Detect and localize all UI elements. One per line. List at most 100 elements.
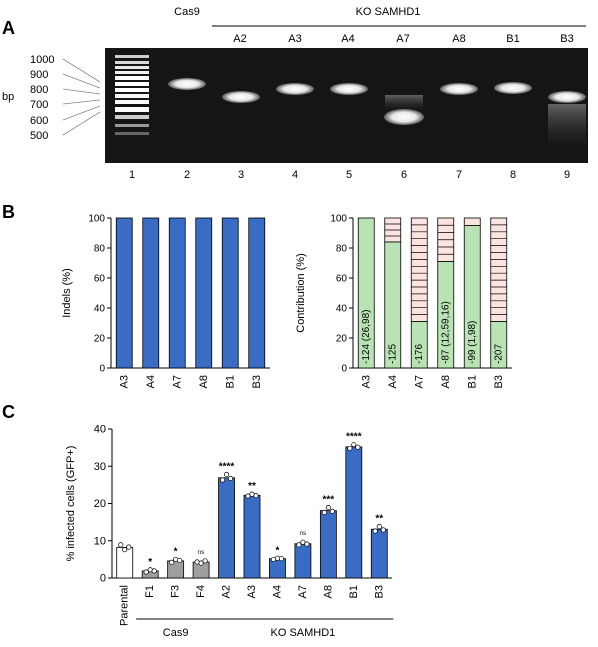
bar: [115, 217, 133, 369]
x-tick-label: F4: [195, 585, 207, 598]
gel-band-smear: [548, 104, 586, 144]
x-tick-label: A7: [297, 585, 309, 598]
gel-band: [330, 83, 368, 95]
panel-label-b: B: [2, 202, 15, 222]
bar: [248, 217, 266, 369]
y-tick-label: 0: [99, 364, 105, 375]
y-axis-label: Indels (%): [61, 268, 73, 318]
y-tick-label: 100: [88, 214, 105, 225]
significance-label: *: [148, 557, 152, 568]
x-tick-label: B3: [251, 375, 263, 388]
significance-label: ns: [198, 550, 204, 556]
gel-clone-label: A4: [341, 33, 354, 45]
significance-label: ns: [300, 531, 306, 537]
lane-number: 5: [346, 169, 352, 181]
lane-number: 9: [564, 169, 570, 181]
bar: [345, 446, 363, 579]
x-tick-label: A3: [246, 585, 258, 598]
y-tick-label: 0: [100, 573, 106, 585]
gel-clone-label: A3: [288, 33, 301, 45]
y-tick-label: 80: [336, 244, 348, 255]
gel-band: [222, 91, 260, 103]
bar: [294, 543, 312, 579]
bar-label: -99 (1,98): [467, 321, 478, 364]
replicate-point: [202, 558, 208, 564]
x-tick-label: A7: [171, 375, 183, 388]
y-tick-label: 40: [94, 304, 106, 315]
ladder-unit-label: bp: [2, 91, 14, 103]
gel-clone-label: A2: [233, 33, 246, 45]
group-label: KO SAMHD1: [271, 627, 336, 639]
gel-clone-labels: A2 A3 A4 A7 A8 B1 B3: [233, 33, 573, 45]
bar: [370, 528, 388, 579]
x-tick-label: B3: [373, 585, 385, 598]
lane-number: 2: [184, 169, 190, 181]
gel-panel: Cas9 KO SAMHD1 A2 A3 A4 A7 A8 B1 B3: [2, 6, 588, 181]
y-tick-label: 20: [94, 334, 106, 345]
x-tick-label: A2: [221, 585, 233, 598]
replicate-point: [329, 508, 335, 514]
gel-header-ko: KO SAMHD1: [356, 6, 421, 18]
group-label: Cas9: [163, 627, 189, 639]
x-tick-label: A3: [360, 375, 372, 388]
ladder-size-label: 900: [30, 69, 48, 81]
significance-label: ***: [323, 495, 335, 506]
y-tick-label: 0: [341, 364, 347, 375]
lane-number: 7: [456, 169, 462, 181]
y-tick-label: 10: [94, 535, 106, 547]
x-tick-label: A8: [440, 375, 452, 388]
replicate-point: [304, 541, 310, 547]
bar: [269, 558, 286, 579]
replicate-point: [245, 493, 251, 499]
contribution-chart: 0 20 40 60 80 100 -124 (26,98) -125 -176 -87 (12,…: [295, 214, 512, 388]
significance-label: *: [276, 545, 280, 556]
bar-main-contribution: [410, 321, 428, 369]
y-tick-label: 60: [336, 274, 348, 285]
lane-number: 6: [401, 169, 407, 181]
y-tick-label: 60: [94, 274, 106, 285]
bar-label: -125: [387, 344, 398, 364]
significance-label: ****: [219, 461, 235, 472]
bar-label: -207: [493, 344, 504, 364]
y-tick-label: 80: [94, 244, 106, 255]
bar: [319, 510, 337, 579]
bar-other-contribution: [463, 217, 481, 226]
replicate-point: [143, 569, 149, 575]
lane-number: 8: [510, 169, 516, 181]
replicate-point: [118, 542, 124, 548]
ladder-size-label: 800: [30, 84, 48, 96]
gel-band: [276, 83, 314, 95]
replicate-point: [300, 539, 306, 545]
bar: [195, 217, 213, 369]
y-tick-label: 100: [330, 214, 347, 225]
ladder-size-label: 1000: [30, 54, 54, 66]
lane-number: 3: [238, 169, 244, 181]
ladder-size-label: 700: [30, 99, 48, 111]
y-axis-label: Contribution (%): [295, 253, 307, 332]
bar: [218, 477, 235, 579]
indels-chart: 0 20 40 60 80 100 A3 A4 A7 A8 B1 B3 Indels (%): [61, 214, 270, 388]
gel-band: [168, 78, 206, 90]
gel-band: [548, 91, 586, 103]
lane-number: 1: [129, 169, 135, 181]
x-tick-label: B1: [466, 375, 478, 388]
panel-label-c: C: [2, 402, 15, 422]
bar: [221, 217, 239, 369]
x-tick-label: A4: [387, 375, 399, 388]
gel-header-control: Cas9: [174, 6, 200, 18]
bar-main-contribution: [357, 217, 375, 369]
lane-number: 4: [292, 169, 298, 181]
y-tick-label: 40: [94, 424, 106, 436]
significance-label: *: [174, 546, 178, 557]
x-tick-label: B3: [493, 375, 505, 388]
bar-label: -124 (26,98): [361, 310, 372, 364]
replicate-point: [347, 445, 353, 451]
ladder-size-label: 600: [30, 115, 48, 127]
replicate-point: [198, 560, 204, 566]
x-tick-label: F3: [170, 585, 182, 598]
ladder-connector-lines: [62, 58, 101, 136]
x-tick-label: A4: [145, 375, 157, 388]
x-tick-label: Parental: [119, 585, 131, 626]
replicate-point: [351, 442, 357, 448]
y-tick-label: 20: [94, 498, 106, 510]
